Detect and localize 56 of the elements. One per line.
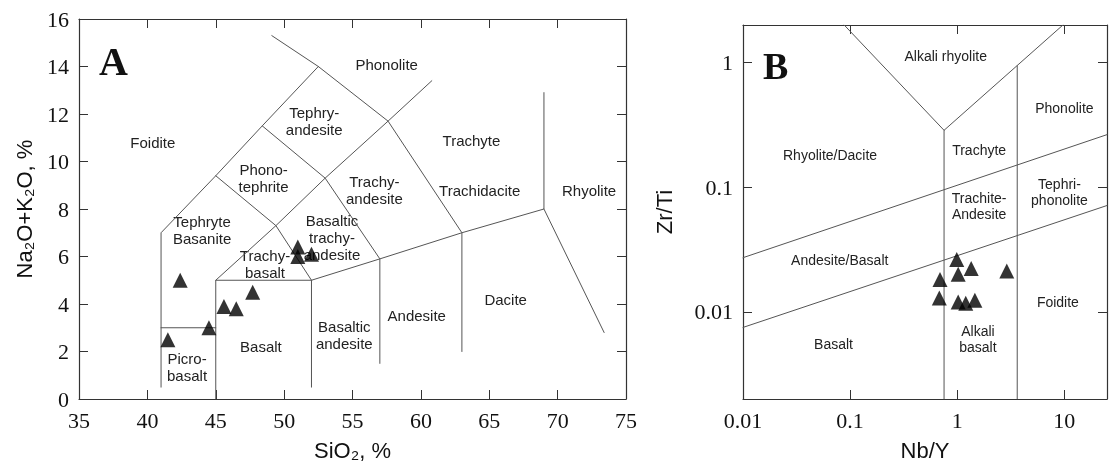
annotation: Alkali rhyolite [904,48,988,65]
x-tick-label: 75 [615,407,637,433]
annotation: Tephry- andesite [285,104,343,139]
annotation: Tephri- phonolite [1031,175,1089,208]
annotation: Alkali basalt [959,322,997,355]
annotation: Picro- basalt [167,349,208,384]
annotation: Tephryte Basanite [172,213,232,248]
annotation: Andesite [387,307,446,325]
annotation: Foidite [1036,294,1080,311]
annotation: Andesite/Basalt [791,252,889,269]
y-tick-label: 4 [58,291,69,317]
y-tick-label: 6 [58,244,69,269]
x-tick-label: 0.1 [836,407,864,433]
x-tick-label: 55 [341,407,364,433]
annotation: Basalt [814,336,854,353]
annotation: B [763,45,789,87]
x-tick-label: 1 [951,407,963,433]
x-axis-title: Nb/Y [900,437,950,463]
annotation: Dacite [484,290,527,308]
x-tick-label: 70 [546,407,569,433]
annotation: Phonolite [355,55,418,73]
x-tick-label: 40 [136,407,159,433]
annotation: Trachy- basalt [239,246,291,281]
annotation: Foidite [130,134,176,151]
annotation: Basalt [240,338,283,356]
annotation: Trachy- andesite [346,173,403,207]
annotation: Phonolite [1035,100,1094,117]
y-tick-label: 16 [47,6,69,32]
annotation: Trachyte [442,131,501,149]
y-tick-label: 10 [47,149,69,174]
y-tick-label: 0 [58,386,69,412]
y-axis-title: Zr/Ti [651,189,677,235]
annotation: Rhyolite/Dacite [783,147,878,164]
x-axis-title: SiO₂, % [314,437,391,463]
y-tick-label: 12 [47,101,69,127]
x-tick-label: 45 [204,407,227,433]
annotation: A [99,38,128,84]
annotation: Trachidacite [439,181,521,199]
y-tick-label: 14 [47,54,69,79]
x-tick-label: 10 [1053,407,1076,433]
annotation: Basaltic andesite [315,317,373,352]
x-tick-label: 60 [409,407,432,433]
y-tick-label: 0.1 [705,174,733,200]
x-tick-label: 0.01 [723,407,763,433]
y-tick-label: 2 [58,339,69,364]
y-axis-title: Na₂O+K₂O, % [11,139,37,279]
annotation: Trachite- Andesite [951,189,1007,222]
x-tick-label: 65 [478,407,501,433]
y-tick-label: 0.01 [694,299,733,325]
annotation: Rhyolite [561,181,617,199]
y-tick-label: 8 [58,196,69,222]
y-tick-label: 1 [722,50,733,76]
annotation: Trachyte [952,141,1007,158]
x-tick-label: 35 [68,407,90,433]
annotation: Phono- tephrite [238,161,289,196]
x-tick-label: 50 [273,407,296,433]
